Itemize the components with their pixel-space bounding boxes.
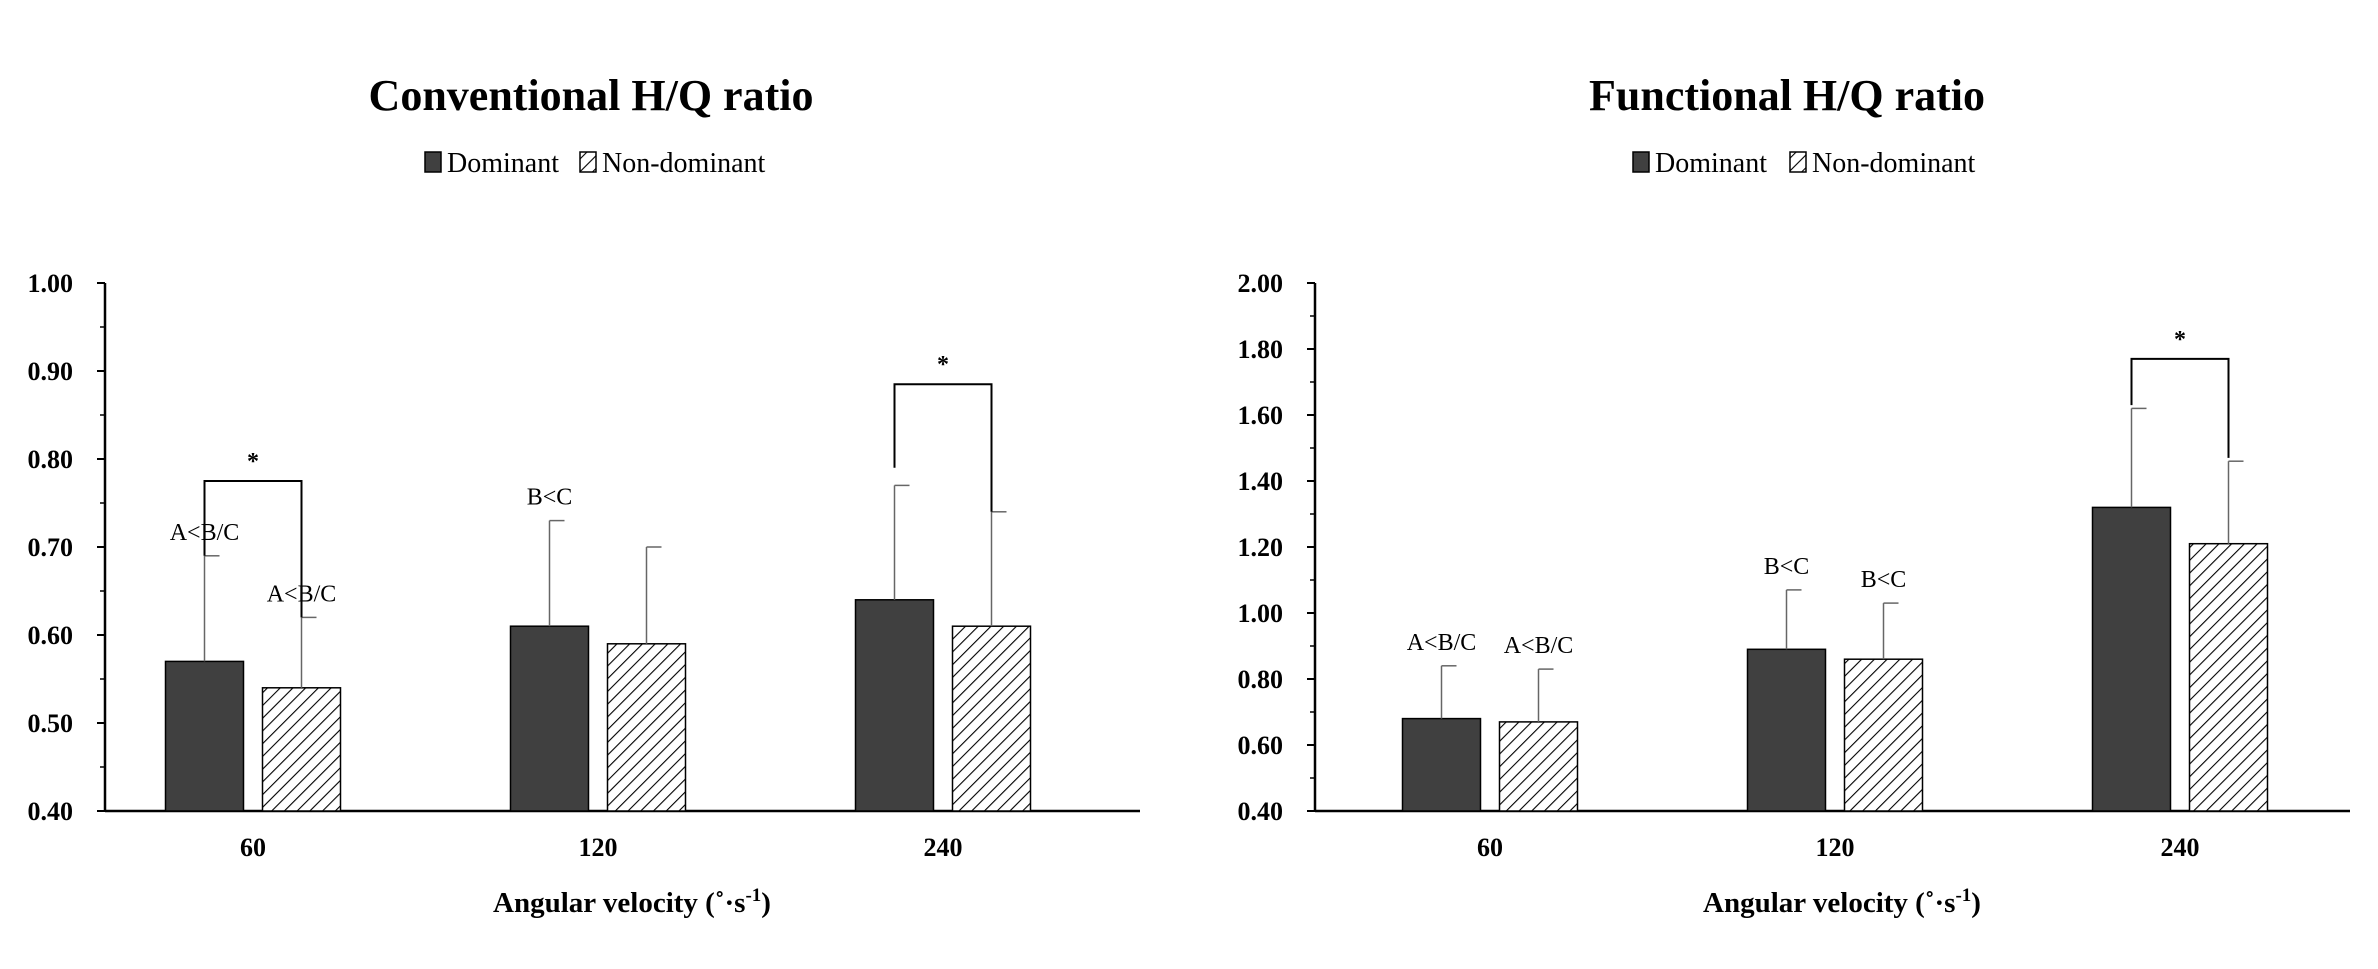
conventional-chart: Conventional H/Q ratio Dominant Non-domi… <box>28 71 1140 919</box>
x-tick-label: 120 <box>1816 833 1855 862</box>
y-tick-label: 2.00 <box>1238 269 1284 298</box>
bar-annotation: A<B/C <box>1407 630 1477 656</box>
legend-label-non-dominant: Non-dominant <box>602 148 766 179</box>
bar-annotation: B<C <box>527 485 573 511</box>
legend-label-non-dominant: Non-dominant <box>1812 148 1976 179</box>
x-axis-label-main: Angular velocity (˚·s <box>493 887 745 919</box>
bars: A<B/C B<C A<B/C B<C * <box>1401 327 2269 812</box>
significance-star: * <box>937 352 949 378</box>
x-axis-label: Angular velocity (˚·s-1) <box>1703 885 1981 919</box>
bar-dominant <box>164 660 245 812</box>
bars: A<B/CB<CA<B/C** <box>164 352 1032 812</box>
bar-non-dominant <box>261 687 342 812</box>
y-tick-label: 0.40 <box>28 797 74 826</box>
x-tick-label: 120 <box>579 833 618 862</box>
chart-title: Conventional H/Q ratio <box>369 71 814 120</box>
significance-bracket <box>2130 357 2230 458</box>
bar-dominant <box>2091 506 2172 812</box>
x-tick-label: 240 <box>924 833 963 862</box>
significance-bracket <box>203 480 303 618</box>
chart-title: Functional H/Q ratio <box>1589 71 1985 120</box>
bar-non-dominant <box>951 625 1032 812</box>
bar-non-dominant <box>2188 542 2269 812</box>
x-axis-label-close: ) <box>1971 887 1981 919</box>
y-tick-label: 1.80 <box>1238 335 1284 364</box>
x-tick-label: 240 <box>2161 833 2200 862</box>
y-tick-label: 1.00 <box>1238 599 1284 628</box>
significance-star: * <box>247 449 259 475</box>
y-tick-label: 1.60 <box>1238 401 1284 430</box>
axes: 0.40 0.60 0.80 1.00 1.20 1.40 1.60 1.80 2.00 60 12… <box>1238 269 2350 862</box>
y-tick-label: 0.70 <box>28 533 74 562</box>
axes: 0.40 0.50 0.60 0.70 0.80 0.90 1.00 60 120 240 <box>28 269 1140 862</box>
y-tick-label: 1.40 <box>1238 467 1284 496</box>
bar-dominant <box>854 599 935 812</box>
bar-dominant <box>1746 648 1827 812</box>
y-tick-label: 0.80 <box>1238 665 1284 694</box>
legend-swatch-non-dominant <box>579 151 597 173</box>
x-axis-label-sup: -1 <box>745 885 761 906</box>
bar-non-dominant <box>606 643 687 812</box>
y-tick-label: 0.60 <box>1238 731 1284 760</box>
x-axis-label-sup: -1 <box>1955 885 1971 906</box>
legend-label-dominant: Dominant <box>1655 148 1767 179</box>
bar-dominant <box>509 625 590 812</box>
legend-swatch-non-dominant <box>1789 151 1807 173</box>
bar-annotation: B<C <box>1764 554 1810 580</box>
y-tick-label: 0.90 <box>28 357 74 386</box>
x-tick-label: 60 <box>240 833 266 862</box>
legend: Dominant Non-dominant <box>424 148 766 179</box>
x-axis-label-main: Angular velocity (˚·s <box>1703 887 1955 919</box>
y-tick-label: 0.80 <box>28 445 74 474</box>
bar-non-dominant <box>1498 721 1579 812</box>
legend-swatch-dominant <box>424 151 442 173</box>
significance-bracket <box>893 383 993 512</box>
functional-chart: Functional H/Q ratio Dominant Non-domina… <box>1238 71 2350 919</box>
bar-dominant <box>1401 717 1482 812</box>
significance-star: * <box>2174 327 2186 353</box>
legend-swatch-dominant <box>1632 151 1650 173</box>
legend-label-dominant: Dominant <box>447 148 559 179</box>
bar-non-dominant <box>1843 658 1924 812</box>
y-tick-label: 1.20 <box>1238 533 1284 562</box>
y-tick-label: 0.60 <box>28 621 74 650</box>
y-tick-label: 0.40 <box>1238 797 1284 826</box>
bar-annotation: A<B/C <box>1504 633 1574 659</box>
y-tick-label: 0.50 <box>28 709 74 738</box>
legend: Dominant Non-dominant <box>1632 148 1976 179</box>
bar-annotation: B<C <box>1861 567 1907 593</box>
x-tick-label: 60 <box>1477 833 1503 862</box>
x-axis-label-close: ) <box>761 887 771 919</box>
y-tick-label: 1.00 <box>28 269 74 298</box>
x-axis-label: Angular velocity (˚·s-1) <box>493 885 771 919</box>
